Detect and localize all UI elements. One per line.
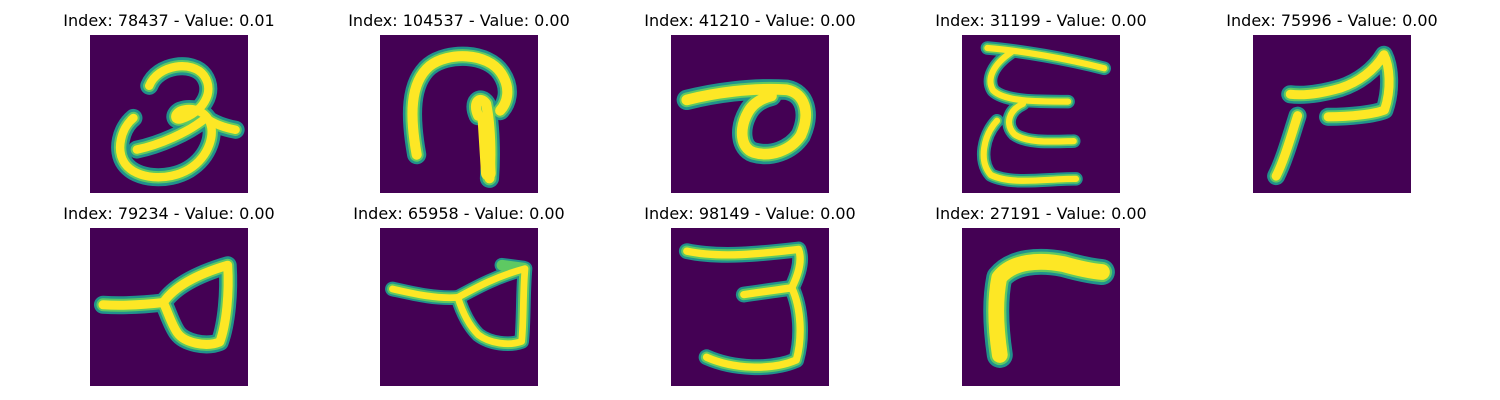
digit-image — [962, 228, 1120, 386]
tile-title: Index: 27191 - Value: 0.00 — [935, 204, 1147, 223]
digit-image — [671, 35, 829, 193]
tile-title: Index: 78437 - Value: 0.01 — [63, 11, 275, 30]
tile-title: Index: 104537 - Value: 0.00 — [348, 11, 570, 30]
digit-image — [380, 228, 538, 386]
tile-title: Index: 79234 - Value: 0.00 — [63, 204, 275, 223]
tile-title: Index: 75996 - Value: 0.00 — [1226, 11, 1438, 30]
digit-image — [1253, 35, 1411, 193]
digit-image — [671, 228, 829, 386]
digit-image — [962, 35, 1120, 193]
tile-title: Index: 41210 - Value: 0.00 — [644, 11, 856, 30]
tile-title: Index: 65958 - Value: 0.00 — [353, 204, 565, 223]
tile-title: Index: 31199 - Value: 0.00 — [935, 11, 1147, 30]
digit-image — [90, 228, 248, 386]
tile-title: Index: 98149 - Value: 0.00 — [644, 204, 856, 223]
digit-image — [90, 35, 248, 193]
digit-image — [380, 35, 538, 193]
